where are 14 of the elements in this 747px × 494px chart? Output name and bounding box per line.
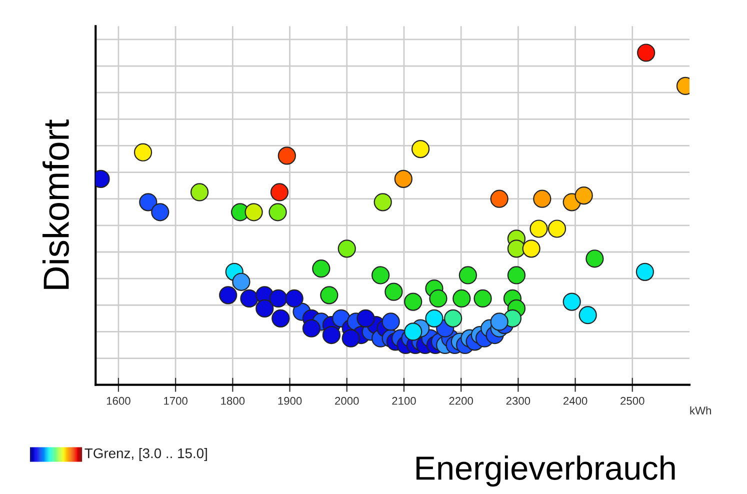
x-tick-label: 1900 <box>278 396 302 405</box>
x-tick-label: 1600 <box>106 396 130 405</box>
y-axis-title: Diskomfort <box>42 119 70 289</box>
x-tick-label: 1800 <box>221 396 245 405</box>
x-tick-label: 2100 <box>392 396 416 405</box>
x-tick-label: 2500 <box>620 396 644 405</box>
text: TGrenz, [3.0 .. 15.0] <box>84 448 207 461</box>
x-tick-label: 2300 <box>506 396 530 405</box>
text: kWh <box>690 406 711 414</box>
x-tick-label: 2400 <box>563 396 588 405</box>
x-tick-label: 2200 <box>449 396 473 405</box>
x-tick-label: 2000 <box>335 396 359 405</box>
x-tick-label: 1700 <box>164 396 188 405</box>
x-axis-title: Energieverbrauch <box>416 456 675 487</box>
